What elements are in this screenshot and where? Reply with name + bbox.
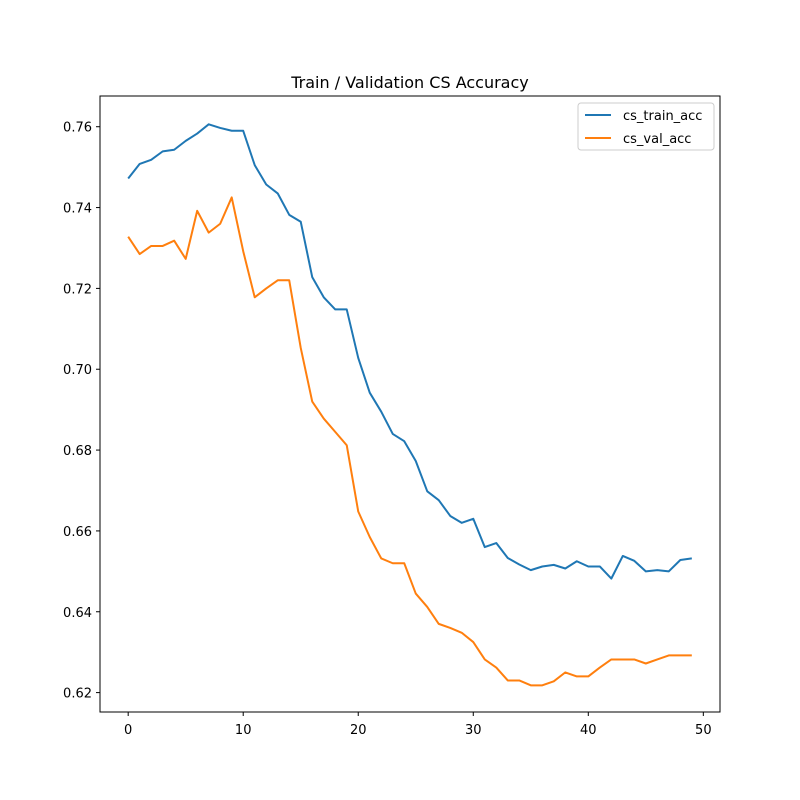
- y-tick-label: 0.62: [63, 687, 92, 702]
- y-tick-label: 0.72: [63, 282, 92, 297]
- x-axis-ticks: 0 10 20 30 40 50: [124, 712, 712, 738]
- x-tick-label: 30: [465, 723, 482, 738]
- legend-label-cs-train-acc: cs_train_acc: [623, 109, 702, 124]
- y-tick-label: 0.66: [63, 525, 92, 540]
- y-tick-label: 0.76: [63, 121, 92, 136]
- chart-title: Train / Validation CS Accuracy: [290, 73, 529, 92]
- x-tick-label: 50: [695, 723, 712, 738]
- x-tick-label: 10: [235, 723, 252, 738]
- y-tick-label: 0.70: [63, 363, 92, 378]
- y-tick-label: 0.64: [63, 606, 92, 621]
- y-tick-label: 0.74: [63, 202, 92, 217]
- y-axis-ticks: 0.62 0.64 0.66 0.68 0.70 0.72 0.74 0.76: [63, 121, 100, 702]
- x-tick-label: 0: [124, 723, 132, 738]
- series-line-cs-train-acc: [127, 123, 692, 580]
- legend-label-cs-val-acc: cs_val_acc: [623, 132, 691, 147]
- series-lines: [127, 123, 692, 687]
- y-tick-label: 0.68: [63, 444, 92, 459]
- legend-box: [577, 102, 715, 151]
- x-tick-label: 20: [350, 723, 367, 738]
- x-tick-label: 40: [580, 723, 597, 738]
- plot-area-frame: [99, 95, 721, 713]
- series-line-cs-val-acc: [127, 196, 692, 687]
- legend: cs_train_acc cs_val_acc: [577, 102, 715, 151]
